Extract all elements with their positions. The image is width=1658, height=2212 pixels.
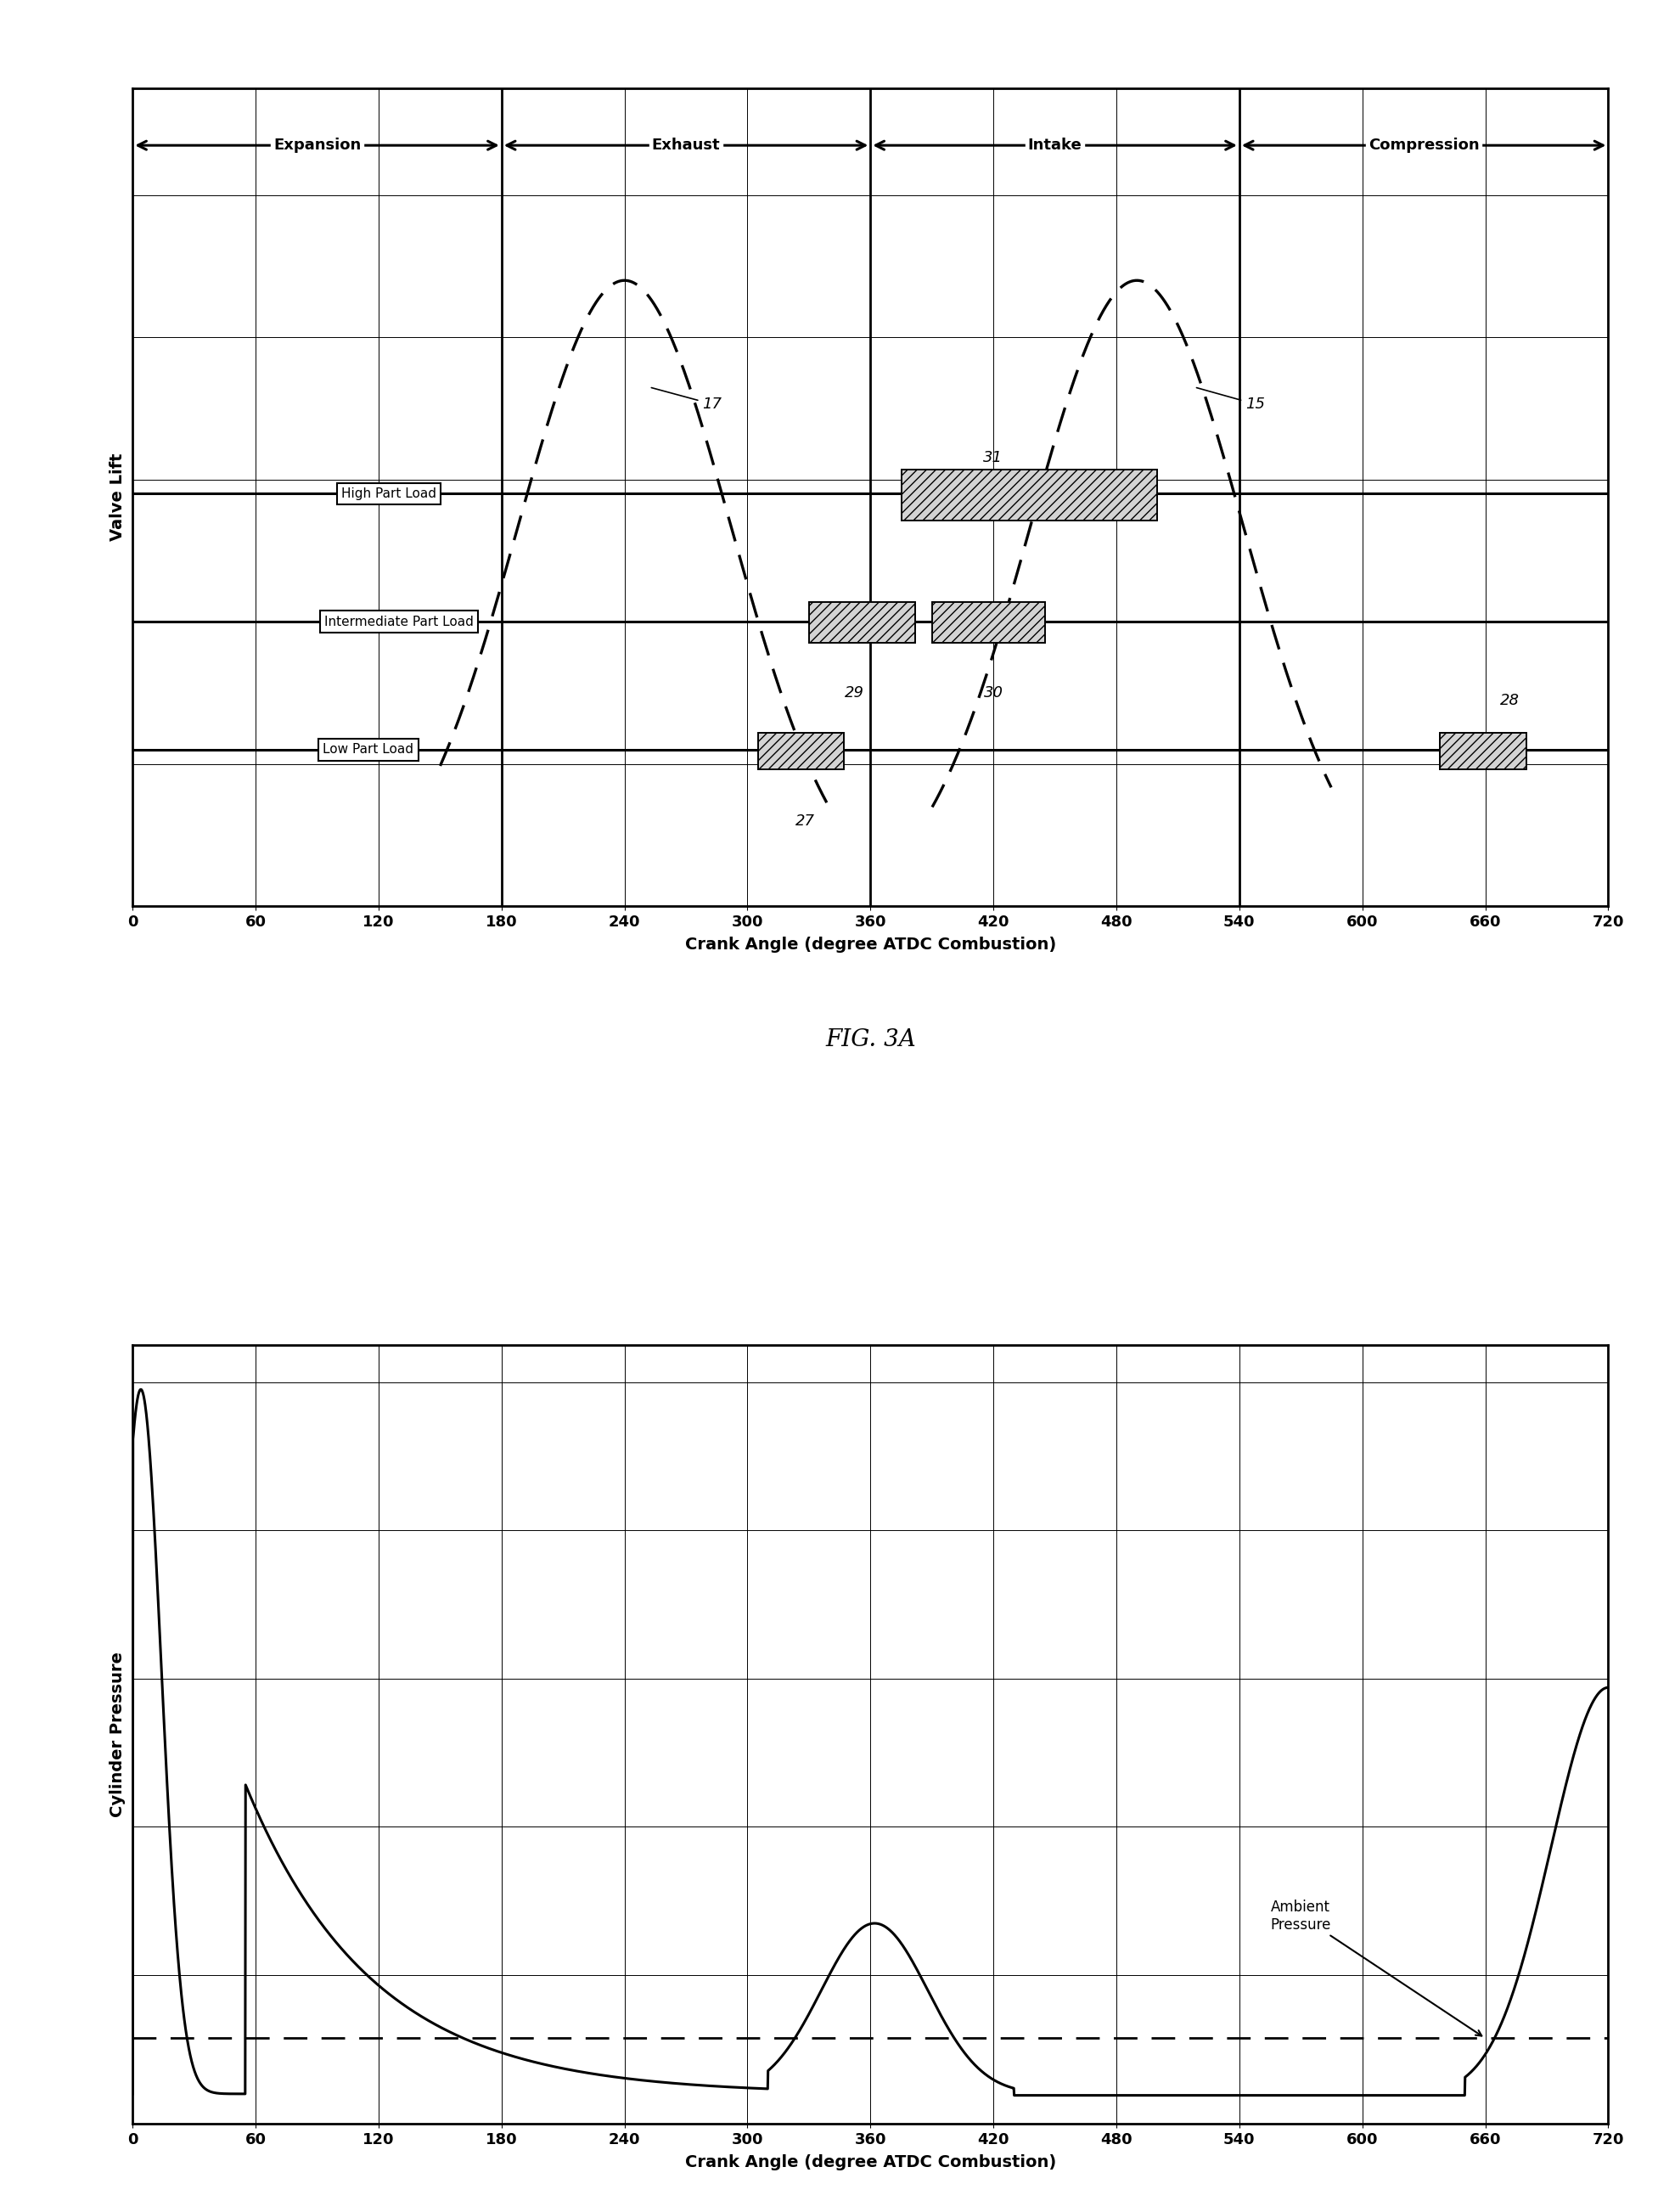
Text: 29: 29 <box>844 686 864 701</box>
Text: Ambient
Pressure: Ambient Pressure <box>1270 1900 1482 2035</box>
X-axis label: Crank Angle (degree ATDC Combustion): Crank Angle (degree ATDC Combustion) <box>685 936 1056 953</box>
Text: Compression: Compression <box>1368 137 1479 153</box>
Text: 28: 28 <box>1500 692 1520 708</box>
Text: 15: 15 <box>1197 387 1265 411</box>
Text: Low Part Load: Low Part Load <box>323 743 414 757</box>
Text: FIG. 3A: FIG. 3A <box>826 1029 915 1051</box>
X-axis label: Crank Angle (degree ATDC Combustion): Crank Angle (degree ATDC Combustion) <box>685 2154 1056 2170</box>
Bar <box>932 602 1045 644</box>
Text: 27: 27 <box>796 814 814 830</box>
Text: Intake: Intake <box>1028 137 1083 153</box>
Y-axis label: Valve Lift: Valve Lift <box>109 453 126 542</box>
Text: 31: 31 <box>983 449 1003 465</box>
Text: Exhaust: Exhaust <box>652 137 720 153</box>
Text: Intermediate Part Load: Intermediate Part Load <box>325 615 474 628</box>
Text: High Part Load: High Part Load <box>342 487 436 500</box>
Bar <box>758 732 844 770</box>
Text: 30: 30 <box>983 686 1003 701</box>
Text: 17: 17 <box>652 387 721 411</box>
Bar <box>1441 732 1527 770</box>
Bar <box>902 469 1157 520</box>
Bar <box>809 602 915 644</box>
Y-axis label: Cylinder Pressure: Cylinder Pressure <box>109 1652 126 1816</box>
Text: Expansion: Expansion <box>274 137 361 153</box>
